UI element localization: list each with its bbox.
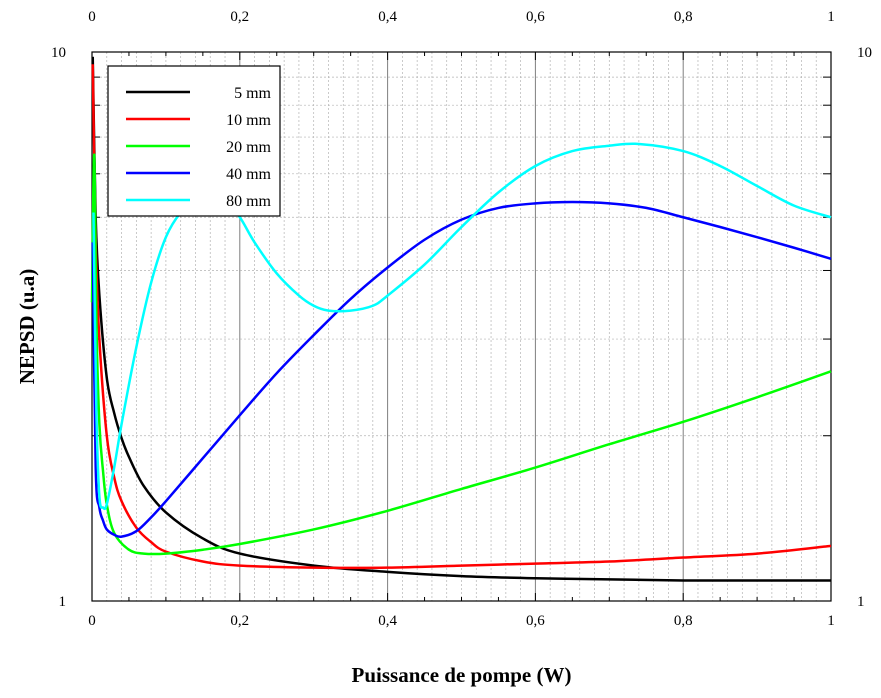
series-line-2 bbox=[91, 64, 832, 570]
x-tick-label-bottom: 0,6 bbox=[526, 613, 545, 629]
x-tick-label-top: 0 bbox=[88, 9, 96, 25]
x-tick-label-top: 0,6 bbox=[526, 9, 545, 25]
x-axis-title: Puissance de pompe (W) bbox=[352, 663, 572, 687]
legend-label-5: 80 mm bbox=[226, 193, 271, 210]
y-tick-label-right: 1 bbox=[857, 594, 865, 610]
legend-label-1: 5 mm bbox=[234, 85, 271, 102]
series-line-4 bbox=[91, 200, 832, 539]
y-tick-label-right: 10 bbox=[857, 45, 872, 61]
x-tick-label-bottom: 0,2 bbox=[230, 613, 249, 629]
y-axis-title: NEPSD (u.a) bbox=[15, 269, 39, 385]
legend-label-3: 20 mm bbox=[226, 139, 271, 156]
series-lines bbox=[90, 56, 832, 582]
y-tick-label-left: 1 bbox=[59, 594, 67, 610]
series-line-1 bbox=[91, 56, 831, 582]
x-tick-label-bottom: 0,4 bbox=[378, 613, 397, 629]
y-tick-label-left: 10 bbox=[51, 45, 66, 61]
x-tick-label-bottom: 0,8 bbox=[674, 613, 693, 629]
x-tick-label-bottom: 1 bbox=[827, 613, 835, 629]
x-tick-label-top: 0,2 bbox=[230, 9, 249, 25]
legend-label-2: 10 mm bbox=[226, 112, 271, 129]
x-tick-label-bottom: 0 bbox=[88, 613, 96, 629]
ticks bbox=[91, 52, 832, 601]
series-line-5 bbox=[92, 142, 832, 511]
legend-label-4: 40 mm bbox=[226, 166, 271, 183]
x-tick-label-top: 1 bbox=[827, 9, 835, 25]
x-tick-label-top: 0,4 bbox=[378, 9, 397, 25]
x-tick-label-top: 0,8 bbox=[674, 9, 693, 25]
grid bbox=[92, 52, 831, 601]
series-line-3 bbox=[90, 153, 832, 556]
legend: 5 mm 10 mm 20 mm 40 mm 80 mm bbox=[107, 65, 281, 217]
tick-labels: 0 0 0,2 0,2 0,4 0,4 0,6 0,6 0,8 0,8 1 1 1 1 10 10 bbox=[51, 9, 872, 629]
